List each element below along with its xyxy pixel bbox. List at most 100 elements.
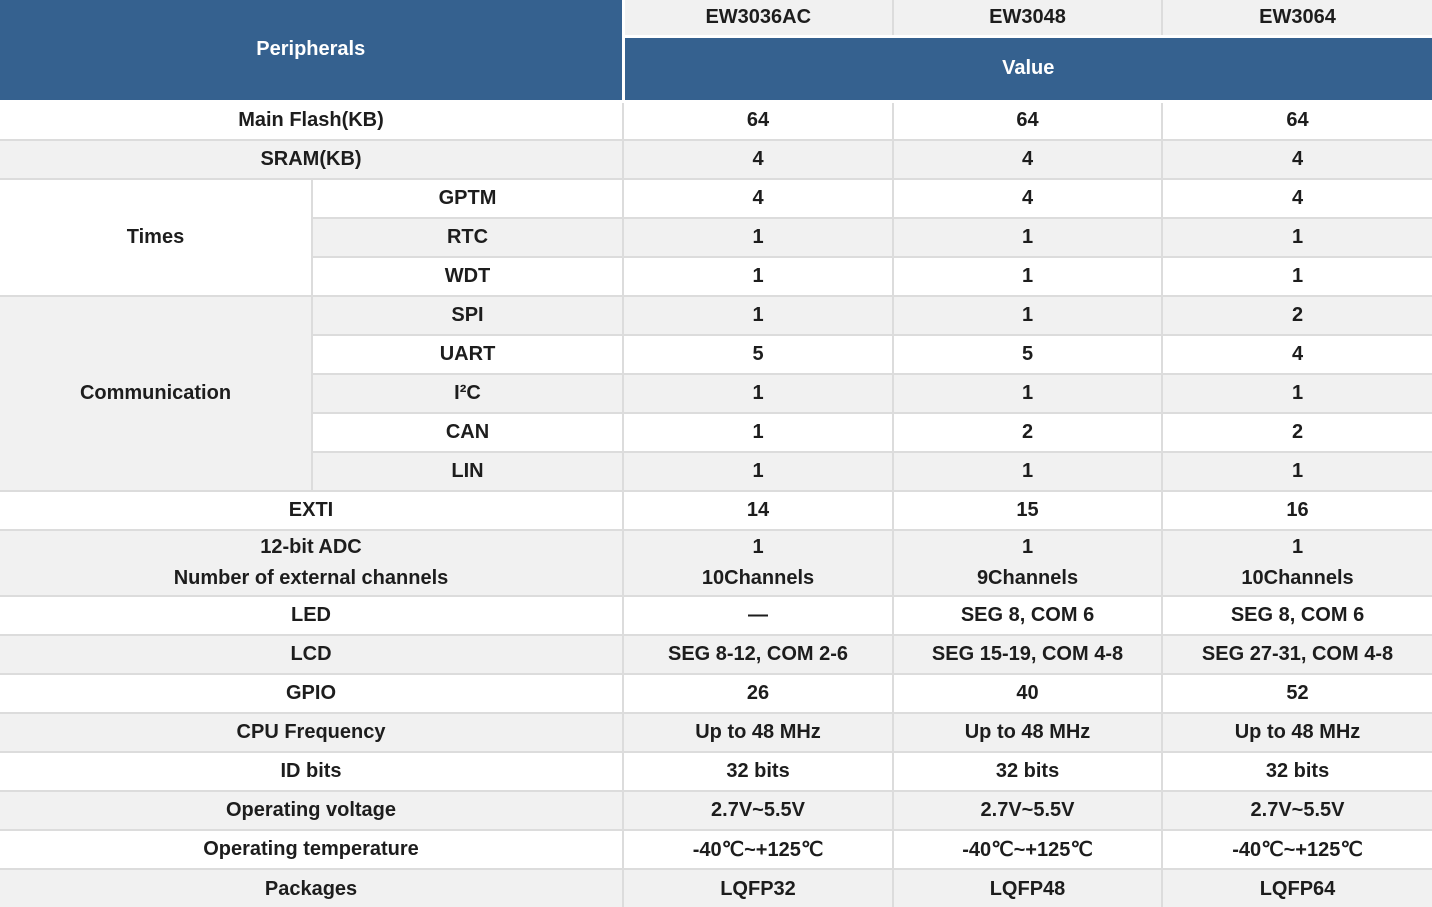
row-label-spi: SPI	[312, 296, 625, 336]
cell-operating-temperature-ew3036ac: -40℃~+125℃	[623, 830, 895, 870]
row-label-exti: EXTI	[0, 491, 625, 531]
adc-label-line2: Number of external channels	[173, 567, 449, 589]
cell-exti-ew3036ac: 14	[623, 491, 895, 531]
cell-id-bits-ew3064: 32 bits	[1162, 752, 1432, 792]
cell-led-ew3048: SEG 8, COM 6	[893, 596, 1164, 636]
cell-spi-ew3064: 2	[1162, 296, 1432, 336]
cell-gptm-ew3064: 4	[1162, 179, 1432, 219]
cell-operating-voltage-ew3036ac: 2.7V~5.5V	[623, 791, 895, 831]
cell-cpu-frequency-ew3036ac: Up to 48 MHz	[623, 713, 895, 753]
cell-led-ew3036ac: —	[623, 596, 895, 636]
cell-lcd-ew3036ac: SEG 8-12, COM 2-6	[623, 635, 895, 675]
cell-operating-temperature-ew3064: -40℃~+125℃	[1162, 830, 1432, 870]
row-label-packages: Packages	[0, 869, 625, 907]
row-label-adc: 12-bit ADC Number of external channels	[0, 530, 625, 597]
table-row: I²C 1 1 1	[0, 374, 1432, 414]
row-label-gpio: GPIO	[0, 674, 625, 714]
cell-gptm-ew3036ac: 4	[623, 179, 895, 219]
cell-sram-ew3036ac: 4	[623, 140, 895, 180]
table-row: LED — SEG 8, COM 6 SEG 8, COM 6	[0, 596, 1432, 636]
cell-can-ew3048: 2	[893, 413, 1164, 453]
cell-led-ew3064: SEG 8, COM 6	[1162, 596, 1432, 636]
adc-value-line2: 9Channels	[976, 567, 1079, 589]
row-label-lin: LIN	[312, 452, 625, 492]
row-label-can: CAN	[312, 413, 625, 453]
cell-packages-ew3036ac: LQFP32	[623, 869, 895, 907]
header-models-row: Peripherals EW3036AC EW3048 EW3064	[0, 0, 1432, 103]
row-label-wdt: WDT	[312, 257, 625, 297]
row-label-i2c: I²C	[312, 374, 625, 414]
row-label-cpu-frequency: CPU Frequency	[0, 713, 625, 753]
header-value-row: Value	[0, 36, 1432, 103]
row-label-operating-temperature: Operating temperature	[0, 830, 625, 870]
table-row: UART 5 5 4	[0, 335, 1432, 375]
row-label-gptm: GPTM	[312, 179, 625, 219]
table-row: GPIO 26 40 52	[0, 674, 1432, 714]
group-label-communication: Communication	[0, 296, 313, 492]
cell-main-flash-ew3036ac: 64	[623, 101, 895, 141]
table-row: EXTI 14 15 16	[0, 491, 1432, 531]
cell-exti-ew3048: 15	[893, 491, 1164, 531]
table-row: LIN 1 1 1	[0, 452, 1432, 492]
row-label-uart: UART	[312, 335, 625, 375]
cell-spi-ew3048: 1	[893, 296, 1164, 336]
table-row: Times GPTM 4 4 4	[0, 179, 1432, 297]
table-row: ID bits 32 bits 32 bits 32 bits	[0, 752, 1432, 792]
cell-can-ew3036ac: 1	[623, 413, 895, 453]
table-row: SRAM(KB) 4 4 4	[0, 140, 1432, 180]
cell-adc-ew3036ac: 1 10Channels	[623, 530, 895, 597]
table-row: Operating temperature -40℃~+125℃ -40℃~+1…	[0, 830, 1432, 870]
cell-uart-ew3036ac: 5	[623, 335, 895, 375]
cell-sram-ew3064: 4	[1162, 140, 1432, 180]
group-label-times: Times	[0, 179, 313, 297]
row-label-sram: SRAM(KB)	[0, 140, 625, 180]
model-header-ew3048: EW3048	[893, 0, 1164, 38]
cell-id-bits-ew3048: 32 bits	[893, 752, 1164, 792]
cell-lcd-ew3048: SEG 15-19, COM 4-8	[893, 635, 1164, 675]
cell-operating-voltage-ew3064: 2.7V~5.5V	[1162, 791, 1432, 831]
cell-gpio-ew3064: 52	[1162, 674, 1432, 714]
cell-sram-ew3048: 4	[893, 140, 1164, 180]
adc-value-line1: 1	[1291, 536, 1304, 558]
cell-operating-temperature-ew3048: -40℃~+125℃	[893, 830, 1164, 870]
cell-operating-voltage-ew3048: 2.7V~5.5V	[893, 791, 1164, 831]
cell-spi-ew3036ac: 1	[623, 296, 895, 336]
row-label-operating-voltage: Operating voltage	[0, 791, 625, 831]
row-label-lcd: LCD	[0, 635, 625, 675]
cell-wdt-ew3048: 1	[893, 257, 1164, 297]
cell-main-flash-ew3048: 64	[893, 101, 1164, 141]
model-header-ew3064: EW3064	[1162, 0, 1432, 38]
adc-value-line1: 1	[1021, 536, 1034, 558]
adc-value-line1: 1	[752, 536, 764, 558]
cell-i2c-ew3036ac: 1	[623, 374, 895, 414]
cell-lin-ew3048: 1	[893, 452, 1164, 492]
peripherals-header: Peripherals	[0, 0, 625, 103]
cell-uart-ew3064: 4	[1162, 335, 1432, 375]
table-row: WDT 1 1 1	[0, 257, 1432, 297]
row-label-id-bits: ID bits	[0, 752, 625, 792]
cell-adc-ew3048: 1 9Channels	[893, 530, 1164, 597]
cell-adc-ew3064: 1 10Channels	[1162, 530, 1432, 597]
adc-value-line2: 10Channels	[701, 567, 815, 589]
table-row: 12-bit ADC Number of external channels 1…	[0, 530, 1432, 597]
table-row: Packages LQFP32 LQFP48 LQFP64	[0, 869, 1432, 907]
cell-wdt-ew3036ac: 1	[623, 257, 895, 297]
cell-uart-ew3048: 5	[893, 335, 1164, 375]
cell-exti-ew3064: 16	[1162, 491, 1432, 531]
table-row: CPU Frequency Up to 48 MHz Up to 48 MHz …	[0, 713, 1432, 753]
cell-packages-ew3064: LQFP64	[1162, 869, 1432, 907]
cell-gpio-ew3048: 40	[893, 674, 1164, 714]
row-label-rtc: RTC	[312, 218, 625, 258]
cell-gptm-ew3048: 4	[893, 179, 1164, 219]
cell-rtc-ew3064: 1	[1162, 218, 1432, 258]
table-row: LCD SEG 8-12, COM 2-6 SEG 15-19, COM 4-8…	[0, 635, 1432, 675]
cell-lin-ew3064: 1	[1162, 452, 1432, 492]
adc-label-line1: 12-bit ADC	[260, 536, 362, 558]
table-row: Communication SPI 1 1 2	[0, 296, 1432, 492]
cell-i2c-ew3048: 1	[893, 374, 1164, 414]
table-row: Operating voltage 2.7V~5.5V 2.7V~5.5V 2.…	[0, 791, 1432, 831]
cell-rtc-ew3036ac: 1	[623, 218, 895, 258]
model-header-ew3036ac: EW3036AC	[623, 0, 895, 38]
